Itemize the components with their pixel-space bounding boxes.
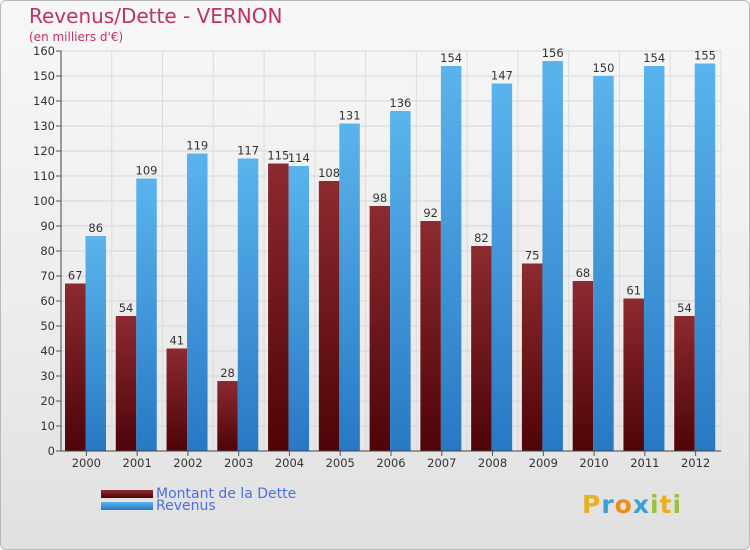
xtick-label-2002: 2002: [173, 456, 202, 470]
value-label-dette-2003: 28: [220, 366, 235, 380]
ytick-label-20: 20: [40, 394, 55, 408]
ytick-label-10: 10: [40, 419, 55, 433]
xtick-label-2000: 2000: [72, 456, 101, 470]
ytick-label-90: 90: [40, 219, 55, 233]
bar-revenus-2004: [289, 166, 310, 451]
logo-letter-3: x: [633, 490, 650, 519]
bar-revenus-2012: [695, 64, 716, 452]
bar-revenus-2011: [644, 66, 665, 451]
value-label-dette-2001: 54: [119, 301, 134, 315]
ytick-label-70: 70: [40, 269, 55, 283]
value-label-dette-2008: 82: [474, 231, 489, 245]
value-label-revenus-2011: 154: [643, 51, 665, 65]
ytick-label-40: 40: [40, 344, 55, 358]
bar-dette-2012: [674, 316, 695, 451]
bar-revenus-2000: [86, 236, 107, 451]
ytick-label-100: 100: [33, 194, 55, 208]
xtick-label-2004: 2004: [275, 456, 304, 470]
xtick-label-2009: 2009: [529, 456, 558, 470]
value-label-revenus-2002: 119: [186, 139, 208, 153]
xtick-label-2005: 2005: [326, 456, 355, 470]
value-label-revenus-2010: 150: [592, 61, 614, 75]
value-label-dette-2010: 68: [576, 266, 591, 280]
ytick-label-50: 50: [40, 319, 55, 333]
bar-revenus-2003: [238, 159, 258, 452]
bar-dette-2002: [167, 349, 188, 452]
value-label-dette-2002: 41: [169, 334, 184, 348]
value-label-revenus-2000: 86: [88, 221, 103, 235]
bar-dette-2000: [65, 284, 86, 452]
bar-revenus-2009: [542, 61, 563, 451]
bar-revenus-2001: [136, 179, 157, 452]
logo-letter-6: i: [673, 490, 683, 519]
bar-dette-2010: [573, 281, 594, 451]
bar-revenus-2007: [441, 66, 462, 451]
logo-letter-5: t: [660, 490, 673, 519]
xtick-label-2010: 2010: [579, 456, 608, 470]
proxiti-logo: Proxiti: [582, 490, 682, 519]
bar-dette-2006: [370, 206, 391, 451]
xtick-label-2012: 2012: [681, 456, 710, 470]
logo-letter-0: P: [582, 490, 601, 519]
bar-revenus-2005: [339, 124, 360, 452]
ytick-label-80: 80: [40, 244, 55, 258]
logo-letter-1: r: [601, 490, 614, 519]
ytick-label-60: 60: [40, 294, 55, 308]
ytick-label-110: 110: [33, 169, 55, 183]
bar-dette-2009: [522, 264, 543, 452]
value-label-dette-2004: 115: [267, 149, 289, 163]
value-label-revenus-2008: 147: [491, 69, 513, 83]
ytick-label-140: 140: [33, 94, 55, 108]
bar-revenus-2008: [492, 84, 512, 452]
bar-chart: 67 86 54 109 41 119 28 117 115114 108 131 98 136 92 15…: [1, 1, 750, 550]
legend-item-revenus: Revenus: [101, 502, 361, 518]
ytick-label-160: 160: [33, 44, 55, 58]
value-label-revenus-2009: 156: [542, 46, 564, 60]
value-label-revenus-2012: 155: [694, 49, 716, 63]
xtick-label-2007: 2007: [427, 456, 456, 470]
value-label-revenus-2003: 117: [237, 144, 259, 158]
value-label-dette-2009: 75: [525, 249, 540, 263]
legend-item-debt: Montant de la Dette: [101, 486, 361, 502]
legend-label-revenus: Revenus: [156, 498, 216, 514]
value-label-revenus-2001: 109: [136, 164, 158, 178]
bar-dette-2004: [268, 164, 289, 452]
ytick-label-0: 0: [48, 444, 55, 458]
legend-swatch-revenus: [101, 502, 153, 510]
xtick-label-2003: 2003: [224, 456, 253, 470]
legend: Montant de la Dette Revenus: [101, 486, 361, 518]
ytick-label-150: 150: [33, 69, 55, 83]
ytick-label-130: 130: [33, 119, 55, 133]
chart-frame: Revenus/Dette - VERNON (en milliers d'€)…: [0, 0, 750, 550]
bar-revenus-2010: [593, 76, 614, 451]
legend-swatch-debt: [101, 490, 153, 498]
bar-dette-2008: [471, 246, 492, 451]
value-label-revenus-2005: 131: [339, 109, 361, 123]
value-label-revenus-2007: 154: [440, 51, 462, 65]
ytick-label-30: 30: [40, 369, 55, 383]
value-label-revenus-2006: 136: [389, 96, 411, 110]
bar-dette-2011: [623, 299, 644, 452]
value-label-dette-2000: 67: [68, 269, 83, 283]
value-label-dette-2012: 54: [677, 301, 692, 315]
value-label-dette-2005: 108: [318, 166, 340, 180]
value-label-revenus-2004: 114: [288, 151, 310, 165]
bar-dette-2007: [420, 221, 441, 451]
bar-dette-2001: [116, 316, 136, 451]
value-label-dette-2011: 61: [626, 284, 641, 298]
ytick-label-120: 120: [33, 144, 55, 158]
value-label-dette-2007: 92: [423, 206, 438, 220]
bar-dette-2005: [319, 181, 340, 451]
xtick-label-2011: 2011: [630, 456, 659, 470]
value-label-dette-2006: 98: [373, 191, 388, 205]
logo-letter-2: o: [615, 490, 633, 519]
bar-dette-2003: [217, 381, 238, 451]
logo-letter-4: i: [650, 490, 660, 519]
bar-revenus-2006: [390, 111, 411, 451]
xtick-label-2008: 2008: [478, 456, 507, 470]
bar-revenus-2002: [187, 154, 208, 452]
xtick-label-2006: 2006: [376, 456, 405, 470]
xtick-label-2001: 2001: [123, 456, 152, 470]
